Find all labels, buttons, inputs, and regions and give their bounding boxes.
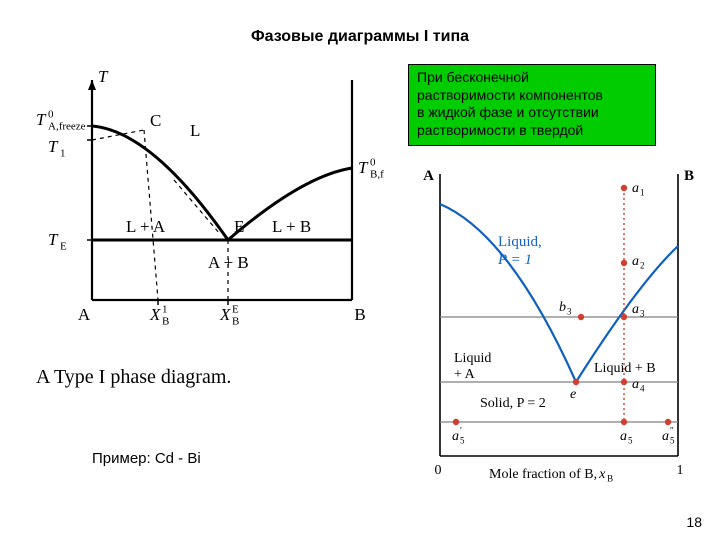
- svg-text:T: T: [98, 67, 109, 86]
- svg-text:A + B: A + B: [208, 253, 249, 272]
- svg-text:a: a: [620, 429, 627, 444]
- svg-text:B,freeze: B,freeze: [370, 168, 384, 180]
- svg-text:B: B: [232, 315, 239, 327]
- svg-text:a: a: [632, 377, 639, 392]
- svg-text:a: a: [632, 302, 639, 317]
- svg-text:C: C: [150, 111, 161, 130]
- svg-text:x: x: [598, 467, 606, 482]
- svg-text:5: 5: [628, 436, 633, 446]
- svg-text:a: a: [452, 429, 459, 444]
- svg-text:1: 1: [677, 463, 684, 478]
- svg-text:A: A: [78, 305, 91, 324]
- example-label: Пример: Cd - Bi: [92, 450, 201, 467]
- svg-text:B: B: [354, 305, 365, 324]
- svg-text:5: 5: [460, 436, 465, 446]
- svg-text:5: 5: [670, 436, 675, 446]
- svg-text:Liquid,: Liquid,: [498, 234, 542, 250]
- phase-diagram-right-svg: A B Liquid, P = 1 Liquid+ A Liquid + B Solid, …: [396, 160, 706, 510]
- svg-text:T: T: [36, 110, 47, 129]
- svg-text:e: e: [570, 387, 576, 402]
- phase-diagram-right: A B Liquid, P = 1 Liquid+ A Liquid + B Solid, …: [396, 160, 706, 510]
- svg-text:A: A: [423, 168, 434, 184]
- svg-text:E: E: [234, 217, 244, 236]
- svg-text:E: E: [232, 303, 239, 315]
- svg-text:0: 0: [370, 156, 376, 168]
- svg-text:Liquid + B: Liquid + B: [594, 361, 656, 376]
- svg-text:X: X: [149, 305, 161, 324]
- svg-text:L + B: L + B: [272, 217, 311, 236]
- svg-text:A,freeze: A,freeze: [48, 120, 86, 132]
- svg-text:B: B: [607, 474, 613, 484]
- svg-text:Solid, P = 2: Solid, P = 2: [480, 396, 546, 411]
- figure-caption: A Type I phase diagram.: [36, 366, 231, 389]
- svg-text:4: 4: [640, 384, 645, 394]
- phase-diagram-left: TABCLEL + AL + BA + BT0A,freezeT1TET0B,f…: [34, 60, 384, 340]
- page-number: 18: [686, 514, 702, 530]
- svg-text:T: T: [358, 158, 369, 177]
- note-line-4: растворимости в твердой: [417, 122, 583, 138]
- note-line-2: растворимости компонентов: [417, 87, 603, 103]
- note-box: При бесконечной растворимости компоненто…: [408, 64, 656, 146]
- svg-text:T: T: [48, 137, 59, 156]
- svg-text:T: T: [48, 230, 59, 249]
- note-line-3: в жидкой фазе и отсутствии: [417, 104, 599, 120]
- svg-text:1: 1: [640, 188, 645, 198]
- svg-text:L + A: L + A: [126, 217, 166, 236]
- svg-text:″: ″: [670, 426, 674, 436]
- page-title: Фазовые диаграммы I типа: [0, 28, 720, 46]
- svg-text:+ A: + A: [454, 367, 476, 382]
- svg-text:3: 3: [567, 307, 572, 317]
- svg-text:3: 3: [640, 309, 645, 319]
- svg-text:B: B: [684, 168, 694, 184]
- svg-text:a: a: [632, 254, 639, 269]
- svg-text:X: X: [219, 305, 231, 324]
- svg-text:0: 0: [48, 108, 54, 120]
- svg-text:B: B: [162, 315, 169, 327]
- note-line-1: При бесконечной: [417, 69, 529, 85]
- svg-text:Mole fraction of B,: Mole fraction of B,: [489, 467, 597, 482]
- svg-text:Liquid: Liquid: [454, 351, 491, 366]
- svg-text:L: L: [190, 121, 200, 140]
- svg-text:a: a: [632, 181, 639, 196]
- svg-text:P = 1: P = 1: [497, 252, 532, 268]
- phase-diagram-left-svg: TABCLEL + AL + BA + BT0A,freezeT1TET0B,f…: [34, 60, 384, 340]
- svg-text:2: 2: [640, 261, 645, 271]
- svg-text:E: E: [60, 240, 67, 252]
- svg-text:a: a: [662, 429, 669, 444]
- svg-text:1: 1: [60, 147, 66, 159]
- svg-text:b: b: [559, 300, 566, 315]
- svg-text:′: ′: [460, 426, 462, 436]
- svg-text:0: 0: [435, 463, 442, 478]
- svg-text:1: 1: [162, 303, 168, 315]
